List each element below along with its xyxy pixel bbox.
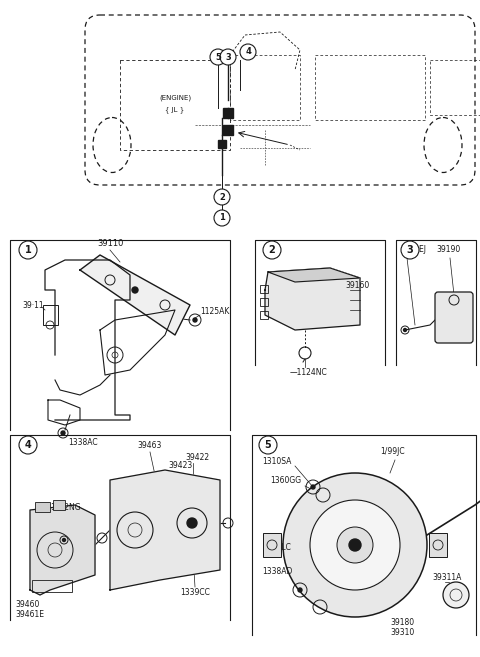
Text: 39422: 39422	[185, 453, 209, 462]
Text: 2: 2	[269, 245, 276, 255]
Text: (ENGINE): (ENGINE)	[159, 95, 191, 101]
Bar	[429, 533, 447, 557]
Text: 1360GG: 1360GG	[270, 476, 301, 485]
Text: 1338AC: 1338AC	[68, 438, 97, 447]
Circle shape	[240, 44, 256, 60]
Bar	[315, 55, 425, 120]
Text: 39190: 39190	[436, 245, 460, 254]
Bar	[43, 305, 58, 325]
FancyBboxPatch shape	[435, 292, 473, 343]
Text: 1: 1	[219, 214, 225, 223]
Circle shape	[187, 518, 197, 528]
Polygon shape	[110, 470, 220, 590]
Bar	[223, 108, 233, 118]
Circle shape	[214, 189, 230, 205]
Polygon shape	[30, 505, 95, 595]
Bar	[260, 285, 268, 293]
Polygon shape	[265, 268, 360, 330]
Bar	[430, 60, 480, 115]
Text: 39463: 39463	[138, 441, 162, 450]
Circle shape	[19, 436, 37, 454]
Circle shape	[210, 49, 226, 65]
Bar	[230, 55, 300, 120]
Text: 1350LC: 1350LC	[262, 543, 291, 553]
Text: 39180: 39180	[390, 618, 414, 627]
Bar	[218, 140, 226, 148]
Text: 39110: 39110	[97, 239, 123, 248]
Text: 4: 4	[24, 440, 31, 450]
Circle shape	[193, 318, 197, 322]
Text: 1122EJ: 1122EJ	[400, 245, 426, 254]
Bar	[53, 500, 65, 510]
Circle shape	[220, 49, 236, 65]
Text: 5: 5	[264, 440, 271, 450]
Circle shape	[62, 539, 65, 541]
Text: 4: 4	[245, 47, 251, 57]
Circle shape	[259, 436, 277, 454]
Bar	[32, 580, 72, 592]
Circle shape	[214, 210, 230, 226]
Text: 39423: 39423	[168, 461, 192, 470]
Text: 1122NG: 1122NG	[50, 503, 81, 512]
Bar	[260, 311, 268, 319]
Text: 39310: 39310	[390, 628, 414, 637]
Text: 39311A: 39311A	[432, 573, 461, 582]
Text: —1124NC: —1124NC	[290, 368, 328, 377]
Text: 1310SA: 1310SA	[262, 457, 291, 466]
Bar	[120, 60, 230, 150]
Text: { JL }: { JL }	[166, 106, 185, 114]
Text: 39160: 39160	[345, 281, 369, 290]
Polygon shape	[80, 255, 190, 335]
Circle shape	[337, 527, 373, 563]
Text: 3: 3	[407, 245, 413, 255]
Circle shape	[349, 539, 361, 551]
Text: 1125AK: 1125AK	[200, 307, 229, 317]
Text: 39460: 39460	[15, 600, 39, 609]
Text: 1: 1	[24, 245, 31, 255]
Text: 5: 5	[215, 53, 221, 62]
Circle shape	[283, 473, 427, 617]
Circle shape	[311, 485, 315, 489]
Text: 1/99JC: 1/99JC	[380, 447, 405, 456]
Circle shape	[263, 241, 281, 259]
Circle shape	[401, 241, 419, 259]
Circle shape	[19, 241, 37, 259]
Circle shape	[310, 500, 400, 590]
Text: 39461E: 39461E	[15, 610, 44, 619]
Polygon shape	[268, 268, 360, 282]
Circle shape	[298, 588, 302, 592]
Circle shape	[443, 582, 469, 608]
Bar	[223, 125, 233, 135]
Circle shape	[132, 287, 138, 293]
Circle shape	[404, 328, 407, 332]
Circle shape	[61, 431, 65, 435]
Bar	[260, 298, 268, 306]
Bar	[263, 533, 281, 557]
Text: 1338AD: 1338AD	[262, 568, 292, 576]
Text: 3: 3	[225, 53, 231, 62]
Bar	[35, 502, 50, 512]
Text: 2: 2	[219, 193, 225, 202]
Text: 1339CC: 1339CC	[180, 588, 210, 597]
Text: 39·11: 39·11	[22, 300, 44, 309]
